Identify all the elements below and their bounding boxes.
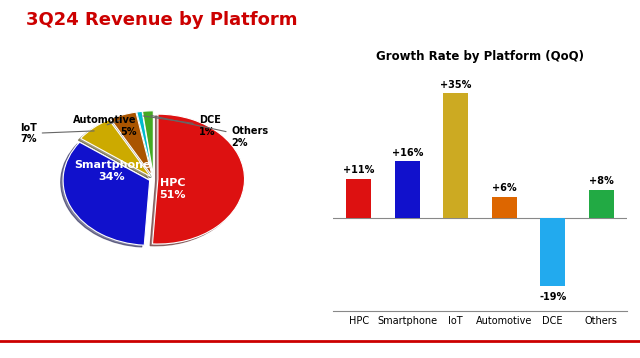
Text: 3Q24 Revenue by Platform: 3Q24 Revenue by Platform [26,11,297,29]
Text: IoT
7%: IoT 7% [20,123,94,144]
Bar [395,161,420,218]
Text: DCE
1%: DCE 1% [143,115,221,136]
Text: TSMC Property: TSMC Property [571,345,627,354]
Text: +11%: +11% [343,165,374,175]
Text: +35%: +35% [440,79,472,90]
Bar [589,190,614,218]
Text: +16%: +16% [392,147,423,158]
Wedge shape [81,120,151,176]
Text: HPC
51%: HPC 51% [159,178,186,199]
Text: Automotive
5%: Automotive 5% [73,115,136,136]
Text: +8%: +8% [589,176,614,186]
Wedge shape [143,111,154,176]
Wedge shape [152,114,244,244]
Text: +6%: +6% [492,183,516,193]
Bar [346,179,371,218]
Wedge shape [63,142,150,245]
Text: -19%: -19% [539,292,566,302]
Title: Growth Rate by Platform (QoQ): Growth Rate by Platform (QoQ) [376,50,584,63]
Text: © 2024 TSMC, Ltd: © 2024 TSMC, Ltd [13,345,83,354]
Wedge shape [137,111,153,176]
Wedge shape [111,112,152,176]
Text: 5: 5 [317,345,323,354]
Text: Smartphone
34%: Smartphone 34% [74,160,150,182]
Text: Others
2%: Others 2% [151,116,269,147]
Bar [443,93,468,218]
Bar [492,197,517,218]
Bar [540,218,565,286]
